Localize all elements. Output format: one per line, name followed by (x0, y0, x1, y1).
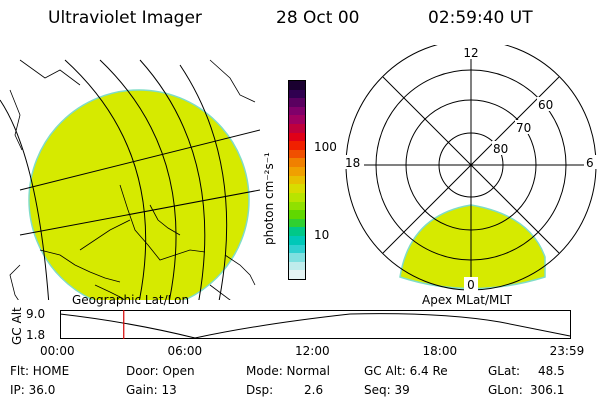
polar-plot: 12 18 6 0 60 70 80 (342, 45, 598, 292)
timeline-x-tick: 00:00 (40, 344, 75, 358)
colorbar-band (289, 124, 305, 134)
geographic-caption: Geographic Lat/Lon (72, 293, 190, 307)
status-glat-value: 48.5 (538, 364, 565, 378)
colorbar-band (289, 184, 305, 194)
colorbar-tick-10: 10 (314, 228, 330, 242)
colorbar-band (289, 244, 305, 254)
colorbar-tick-100: 100 (314, 140, 337, 154)
status-gain: Gain: 13 (126, 383, 177, 397)
lat-label-80: 80 (493, 142, 508, 156)
geographic-image (0, 59, 260, 300)
colorbar-band (289, 201, 305, 211)
colorbar-unit-label: photon cm⁻²s⁻¹ (262, 152, 276, 245)
colorbar-band (289, 115, 305, 125)
coastlines (9, 59, 256, 300)
timeline-x-tick: 18:00 (422, 344, 458, 358)
lat-lon-grid (0, 59, 260, 300)
colorbar-band (289, 175, 305, 185)
colorbar-band (289, 98, 305, 108)
status-door: Door: Open (126, 364, 195, 378)
header-date: 28 Oct 00 (276, 8, 360, 28)
status-flt: Flt: HOME (10, 364, 70, 378)
colorbar-band (289, 158, 305, 168)
timeline-frame (60, 310, 571, 339)
colorbar-band (289, 270, 305, 280)
colorbar-band (289, 218, 305, 228)
colorbar-band (289, 210, 305, 220)
colorbar-band (289, 192, 305, 202)
colorbar-band (289, 149, 305, 159)
timeline-x-tick: 12:00 (295, 344, 330, 358)
timeline-y-label: GC Alt (10, 307, 24, 345)
lat-label-70: 70 (516, 121, 531, 135)
colorbar-band (289, 261, 305, 271)
status-glat: GLat: (488, 364, 521, 378)
status-dsp-value: 2.6 (304, 383, 324, 397)
timeline-x-tick: 23:59 (549, 344, 585, 358)
colorbar-band (289, 81, 305, 91)
mlt-label-top: 12 (463, 46, 478, 60)
polar-caption: Apex MLat/MLT (422, 293, 512, 307)
timeline-y-tick-top: 9.0 (26, 307, 46, 321)
timeline-x-tick: 06:00 (167, 344, 203, 358)
colorbar-band (289, 235, 305, 246)
timeline-y-tick-bottom: 1.8 (26, 328, 46, 342)
status-mode: Mode: Normal (246, 364, 330, 378)
colorbar-band (289, 253, 305, 263)
mlt-label-right: 6 (586, 156, 594, 170)
colorbar (288, 80, 306, 280)
colorbar-band (289, 141, 305, 151)
mlt-label-left: 18 (345, 156, 360, 170)
colorbar-band (289, 106, 305, 116)
colorbar-band (289, 132, 305, 142)
timeline-plot (60, 310, 571, 339)
status-glon-value: 306.1 (530, 383, 565, 397)
status-gc-alt: GC Alt: 6.4 Re (364, 364, 448, 378)
status-glon: GLon: (488, 383, 523, 397)
colorbar-band (289, 227, 305, 237)
status-seq: Seq: 39 (364, 383, 410, 397)
earth-disk (28, 89, 250, 300)
orbit-altitude-curve (60, 313, 571, 339)
colorbar-band (289, 89, 305, 99)
status-ip: IP: 36.0 (10, 383, 56, 397)
mlt-label-bottom: 0 (467, 278, 475, 292)
colorbar-band (289, 167, 305, 177)
lat-label-60: 60 (538, 98, 553, 112)
polar-diagonal-2 (382, 76, 560, 254)
instrument-title: Ultraviolet Imager (48, 8, 202, 28)
status-dsp: Dsp: (246, 383, 274, 397)
header-time: 02:59:40 UT (428, 8, 533, 28)
